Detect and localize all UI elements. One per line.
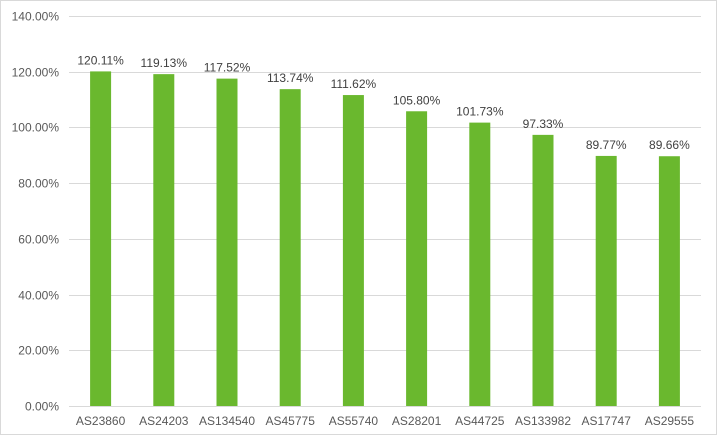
- y-tick-label: 80.00%: [18, 177, 59, 191]
- y-tick-label: 40.00%: [18, 289, 59, 303]
- data-label: 97.33%: [523, 117, 564, 131]
- bar: [342, 95, 364, 407]
- data-label: 89.66%: [649, 138, 690, 152]
- x-tick-label: AS24203: [139, 414, 189, 428]
- y-tick-label: 120.00%: [12, 66, 60, 80]
- x-tick-label: AS23860: [76, 414, 126, 428]
- data-label: 117.52%: [204, 61, 251, 75]
- x-tick-label: AS28201: [392, 414, 442, 428]
- x-tick-label: AS29555: [645, 414, 695, 428]
- x-tick-label: AS44725: [455, 414, 505, 428]
- bar: [406, 111, 428, 407]
- bar: [153, 74, 175, 407]
- data-label: 111.62%: [331, 77, 377, 91]
- bar: [469, 122, 491, 406]
- x-tick-label: AS134540: [199, 414, 255, 428]
- bar: [532, 134, 554, 406]
- data-label: 119.13%: [141, 56, 188, 70]
- x-tick-label: AS55740: [329, 414, 379, 428]
- x-axis-tick-labels: AS23860 AS24203 AS134540 AS45775 AS55740 AS28…: [76, 414, 695, 428]
- data-labels: 120.11% 119.13% 117.52% 113.74% 111.62% 105.8…: [77, 53, 690, 152]
- bar: [595, 155, 617, 406]
- y-tick-label: 140.00%: [12, 10, 60, 24]
- bars: [90, 71, 680, 407]
- x-tick-label: AS45775: [266, 414, 316, 428]
- x-tick-label: AS133982: [515, 414, 571, 428]
- data-label: 101.73%: [456, 105, 504, 119]
- data-label: 113.74%: [267, 71, 314, 85]
- data-label: 120.11%: [77, 53, 124, 67]
- bar: [216, 78, 238, 406]
- bar: [90, 71, 112, 406]
- y-tick-label: 100.00%: [12, 121, 60, 135]
- bar: [658, 156, 680, 406]
- data-label: 89.77%: [586, 138, 627, 152]
- bar: [279, 89, 301, 406]
- x-tick-label: AS17747: [582, 414, 632, 428]
- data-label: 105.80%: [393, 93, 441, 107]
- y-tick-label: 20.00%: [18, 344, 59, 358]
- y-axis-tick-labels: 0.00% 20.00% 40.00% 60.00% 80.00% 100.00% 120.…: [12, 10, 60, 414]
- y-tick-label: 60.00%: [18, 233, 59, 247]
- gridlines: [69, 16, 701, 407]
- y-tick-label: 0.00%: [25, 400, 59, 414]
